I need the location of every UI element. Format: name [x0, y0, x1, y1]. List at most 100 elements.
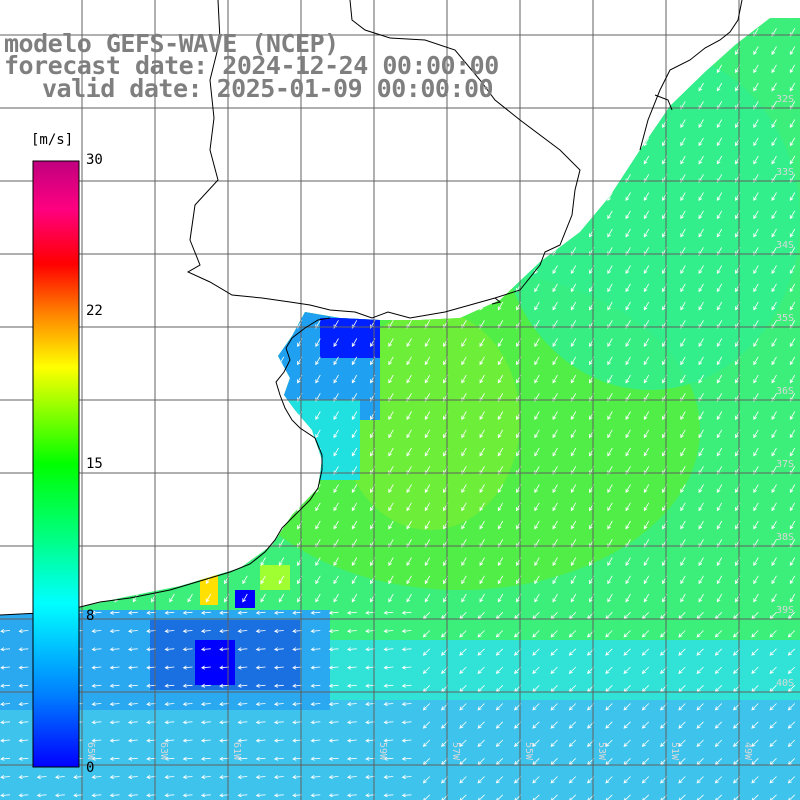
wind-arrow — [751, 794, 759, 800]
wind-arrow — [182, 756, 193, 761]
wind-arrow — [716, 484, 723, 494]
wind-arrow — [406, 520, 412, 530]
wind-arrow — [109, 665, 120, 670]
wind-arrow — [714, 739, 723, 747]
wind-arrow — [310, 683, 321, 688]
wind-arrow — [388, 484, 394, 494]
wind-arrow — [18, 774, 29, 780]
wind-arrow — [255, 738, 266, 743]
wind-arrow — [771, 283, 777, 293]
wind-arrow — [315, 593, 321, 603]
wind-arrow — [623, 739, 631, 747]
wind-arrow — [552, 411, 558, 421]
wind-arrow — [328, 793, 339, 798]
wind-arrow — [164, 683, 175, 688]
wind-arrow — [260, 593, 266, 603]
colorbar-tick: 22 — [86, 303, 103, 319]
wind-arrow — [714, 721, 723, 729]
wind-arrow — [643, 447, 650, 457]
wind-arrow — [424, 575, 431, 585]
wind-arrow — [771, 484, 777, 494]
wind-arrow — [771, 447, 777, 457]
wind-arrow — [461, 575, 467, 585]
wind-arrow — [753, 301, 759, 311]
wind-arrow — [333, 484, 339, 494]
wind-arrow — [18, 720, 29, 725]
wind-arrow — [698, 338, 704, 348]
wind-arrow — [787, 794, 796, 800]
wind-arrow — [459, 794, 467, 800]
wind-arrow — [109, 756, 120, 761]
wind-arrow — [716, 447, 723, 457]
wind-arrow — [461, 484, 467, 494]
wind-arrow — [346, 610, 357, 615]
wind-arrow — [753, 575, 759, 585]
wind-arrow — [333, 429, 339, 439]
wind-arrow — [680, 210, 686, 220]
wind-arrow — [771, 502, 777, 512]
wind-arrow — [54, 793, 65, 798]
wind-arrow — [479, 447, 485, 457]
wind-arrow — [182, 793, 193, 798]
wind-arrow — [461, 356, 467, 366]
wind-arrow — [789, 411, 796, 421]
wind-arrow — [495, 739, 504, 747]
wind-arrow — [789, 228, 796, 238]
wind-arrow — [570, 411, 577, 421]
wind-arrow — [109, 774, 120, 780]
lat-label: 35S — [775, 313, 794, 324]
wind-arrow — [625, 557, 631, 567]
wind-arrow — [0, 647, 11, 652]
wind-arrow — [278, 593, 285, 603]
wind-arrow — [205, 593, 212, 603]
wind-arrow — [698, 119, 704, 129]
wind-arrow — [623, 648, 631, 656]
wind-arrow — [714, 630, 723, 638]
wind-arrow — [333, 520, 339, 530]
wind-arrow — [346, 683, 357, 688]
wind-arrow — [605, 648, 613, 656]
wind-arrow — [607, 338, 613, 348]
wind-arrow — [18, 738, 29, 743]
wind-arrow — [534, 283, 540, 293]
wind-arrow — [127, 647, 138, 652]
wind-arrow — [680, 429, 686, 439]
wind-arrow — [771, 520, 777, 530]
wind-arrow — [534, 484, 540, 494]
wind-arrow — [625, 265, 631, 275]
lat-label: 39S — [775, 605, 794, 616]
wind-arrow — [424, 484, 431, 494]
wind-arrow — [461, 429, 467, 439]
wind-arrow — [607, 301, 613, 311]
wind-arrow — [255, 756, 266, 761]
wind-arrow — [401, 756, 412, 761]
wind-arrow — [127, 610, 138, 615]
wind-arrow — [310, 647, 321, 652]
wind-arrow — [623, 794, 631, 800]
wind-arrow — [716, 338, 723, 348]
wind-arrow — [310, 665, 321, 670]
wind-arrow — [716, 301, 723, 311]
wind-arrow — [680, 575, 686, 585]
wind-arrow — [678, 776, 686, 784]
wind-arrow — [625, 520, 631, 530]
wind-arrow — [698, 484, 704, 494]
wind-arrow — [333, 374, 339, 384]
wind-arrow — [333, 557, 339, 567]
wind-arrow — [0, 665, 11, 670]
wind-arrow — [552, 502, 558, 512]
wind-arrow — [789, 283, 796, 293]
wind-arrow — [771, 557, 777, 567]
wind-arrow — [696, 666, 704, 674]
wind-arrow — [680, 338, 686, 348]
wind-arrow — [200, 701, 211, 707]
wind-arrow — [0, 701, 11, 707]
wind-arrow — [771, 228, 777, 238]
wind-arrow — [789, 119, 796, 129]
wind-arrow — [383, 793, 394, 798]
wind-arrow — [716, 210, 723, 220]
wind-arrow — [315, 520, 321, 530]
wind-arrow — [698, 356, 704, 366]
wind-arrow — [461, 411, 467, 421]
wind-arrow — [680, 520, 686, 530]
